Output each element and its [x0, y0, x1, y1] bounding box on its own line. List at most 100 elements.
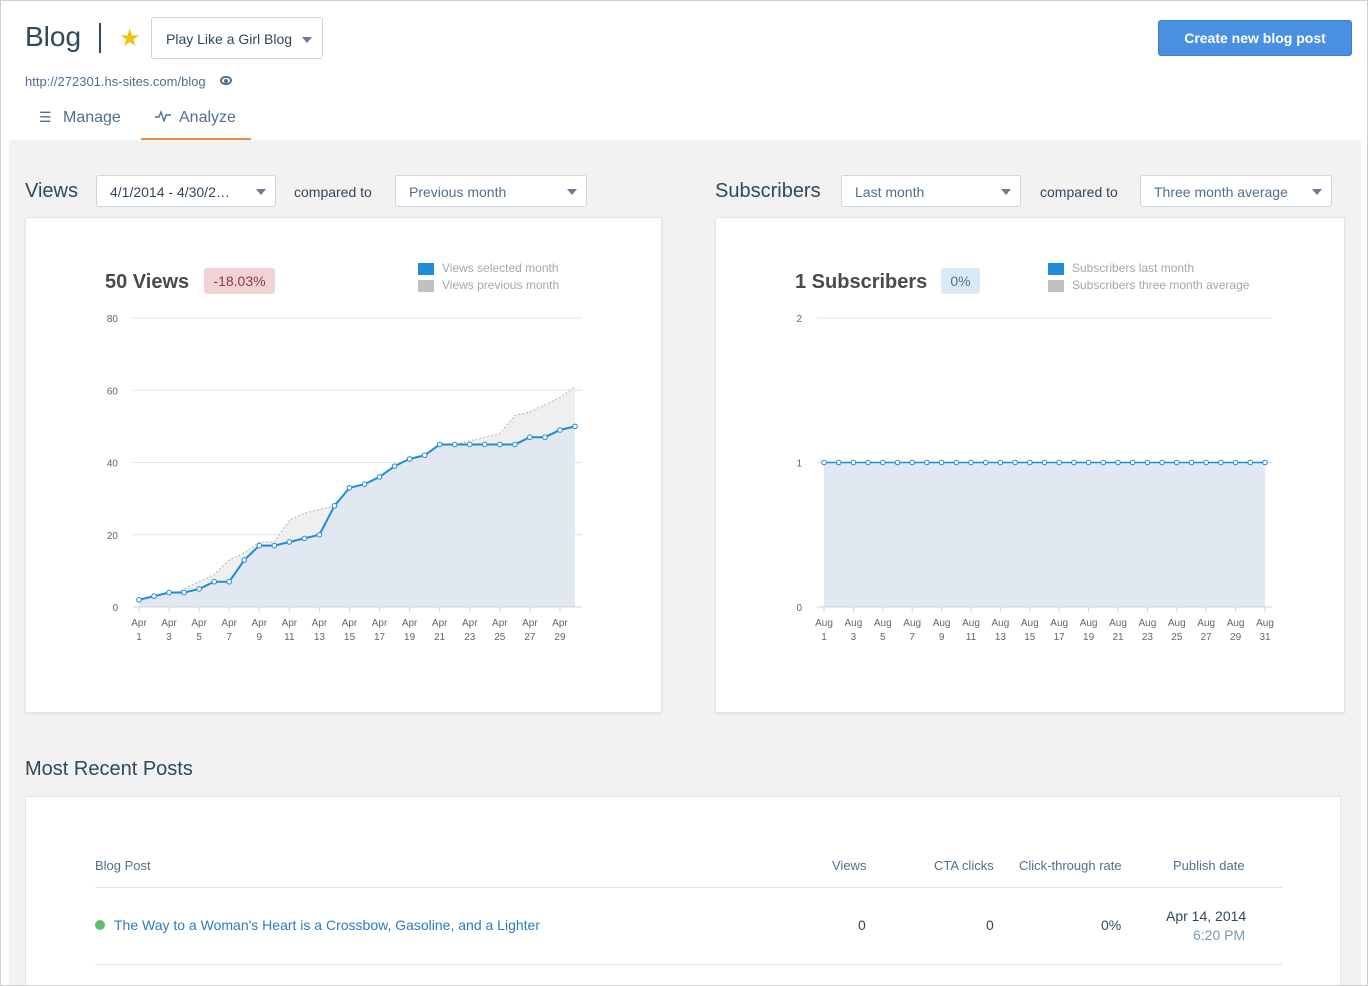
legend-label: Subscribers last month — [1072, 261, 1195, 275]
x-tick-label-month: Aug — [1197, 618, 1215, 629]
data-point — [542, 434, 548, 441]
page-title: Blog — [25, 21, 82, 52]
subscribers-compared-to-label: compared to — [1040, 184, 1118, 200]
post-views: 0 — [858, 917, 866, 933]
data-point — [1056, 459, 1063, 466]
list-icon: ☰ — [39, 109, 52, 125]
data-point — [406, 456, 413, 462]
x-tick-label-month: Apr — [251, 618, 267, 629]
data-point — [572, 423, 578, 430]
views-date-range-select[interactable]: 4/1/2014 - 4/30/2… — [96, 175, 276, 207]
data-point — [241, 557, 248, 563]
chevron-down-icon — [1312, 189, 1322, 195]
x-tick-label: Aug 23 — [1139, 618, 1157, 643]
x-tick-label-month: Apr — [552, 618, 568, 629]
subscribers-period-select[interactable]: Last month — [841, 175, 1021, 207]
data-point — [1188, 459, 1195, 466]
series-current-area — [824, 462, 1265, 607]
star-icon[interactable]: ★ — [119, 25, 141, 52]
x-tick-label-month: Aug — [903, 618, 921, 629]
x-tick-label-month: Apr — [402, 618, 418, 629]
y-tick-label: 60 — [107, 386, 119, 397]
data-point — [982, 459, 989, 466]
legend-label: Subscribers three month average — [1072, 278, 1250, 292]
x-tick-label-month: Aug — [1227, 618, 1245, 629]
subscribers-section-title: Subscribers — [715, 180, 821, 202]
chevron-down-icon — [302, 37, 312, 43]
data-point — [557, 427, 563, 433]
x-tick-label-day: 23 — [464, 632, 476, 643]
x-tick-label: Apr 3 — [161, 618, 177, 643]
x-tick-label-month: Apr — [462, 618, 478, 629]
x-tick-label-day: 3 — [166, 632, 172, 643]
views-date-range-value: 4/1/2014 - 4/30/2… — [110, 184, 230, 200]
x-tick-label-month: Apr — [372, 618, 388, 629]
x-tick-label: Apr 19 — [402, 618, 418, 643]
data-point — [331, 503, 338, 509]
series-current-area — [139, 426, 575, 607]
published-status-dot — [95, 920, 105, 930]
blog-select[interactable]: Play Like a Girl Blog — [151, 17, 323, 59]
x-tick-label-day: 11 — [284, 632, 295, 643]
x-tick-label: Apr 17 — [372, 618, 388, 643]
x-tick-label-day: 7 — [226, 632, 232, 643]
y-tick-label: 20 — [107, 531, 119, 542]
views-compare-select[interactable]: Previous month — [395, 175, 587, 207]
x-tick-label-month: Aug — [933, 618, 951, 629]
x-tick-label-day: 15 — [344, 632, 356, 643]
x-tick-label-month: Apr — [161, 618, 177, 629]
post-title-link[interactable]: The Way to a Woman's Heart is a Crossbow… — [114, 917, 540, 933]
data-point — [1247, 459, 1254, 466]
x-tick-label: Apr 9 — [251, 618, 267, 643]
x-tick-label-month: Aug — [874, 618, 892, 629]
x-tick-label-day: 23 — [1142, 632, 1154, 643]
x-tick-label-day: 21 — [434, 632, 446, 643]
column-header-publish-date: Publish date — [1173, 858, 1245, 873]
create-blog-post-button[interactable]: Create new blog post — [1158, 20, 1352, 56]
x-tick-label-day: 29 — [554, 632, 566, 643]
x-tick-label: Apr 27 — [522, 618, 538, 643]
x-tick-label: Aug 31 — [1256, 618, 1274, 643]
data-point — [968, 459, 974, 466]
tab-manage-label: Manage — [63, 109, 121, 126]
y-tick-label: 0 — [112, 603, 118, 614]
legend-item-last-month: Subscribers last month — [1048, 262, 1194, 276]
posts-table-card — [25, 796, 1341, 985]
tab-analyze[interactable]: Analyze — [141, 101, 251, 140]
data-point — [481, 441, 488, 448]
data-point — [151, 593, 157, 599]
x-tick-label: Aug 21 — [1109, 618, 1127, 643]
x-tick-label: Aug 25 — [1168, 618, 1186, 643]
post-publish-time: 6:20 PM — [1193, 927, 1246, 943]
x-tick-label-day: 19 — [1083, 632, 1095, 643]
x-tick-label-day: 5 — [880, 632, 886, 643]
column-header-views: Views — [832, 858, 867, 873]
legend-label: Views selected month — [442, 261, 559, 275]
x-tick-label: Aug 27 — [1197, 618, 1215, 643]
y-tick-label: 2 — [796, 314, 802, 325]
x-tick-label-day: 31 — [1259, 632, 1271, 643]
subscribers-chart-card: 1 Subscribers 0% Subscribers last month … — [715, 217, 1345, 713]
subscribers-compare-select[interactable]: Three month average — [1140, 175, 1332, 207]
legend-swatch-gray — [418, 279, 434, 292]
data-point — [1129, 459, 1136, 466]
x-tick-label-day: 21 — [1112, 632, 1124, 643]
data-point — [894, 459, 901, 466]
x-tick-label: Apr 13 — [312, 618, 328, 643]
chevron-down-icon — [567, 189, 577, 195]
data-point — [436, 441, 443, 448]
posts-section-title: Most Recent Posts — [25, 758, 193, 780]
x-tick-label-day: 1 — [136, 632, 142, 643]
data-point — [256, 542, 263, 549]
eye-icon[interactable] — [220, 76, 232, 85]
x-tick-label-month: Aug — [1080, 618, 1098, 629]
data-point — [1071, 459, 1077, 466]
x-tick-label: Apr 15 — [342, 618, 358, 643]
pulse-icon — [155, 101, 171, 133]
tab-manage[interactable]: ☰ Manage — [39, 101, 149, 140]
tab-analyze-label: Analyze — [179, 109, 236, 126]
data-point — [136, 596, 142, 603]
